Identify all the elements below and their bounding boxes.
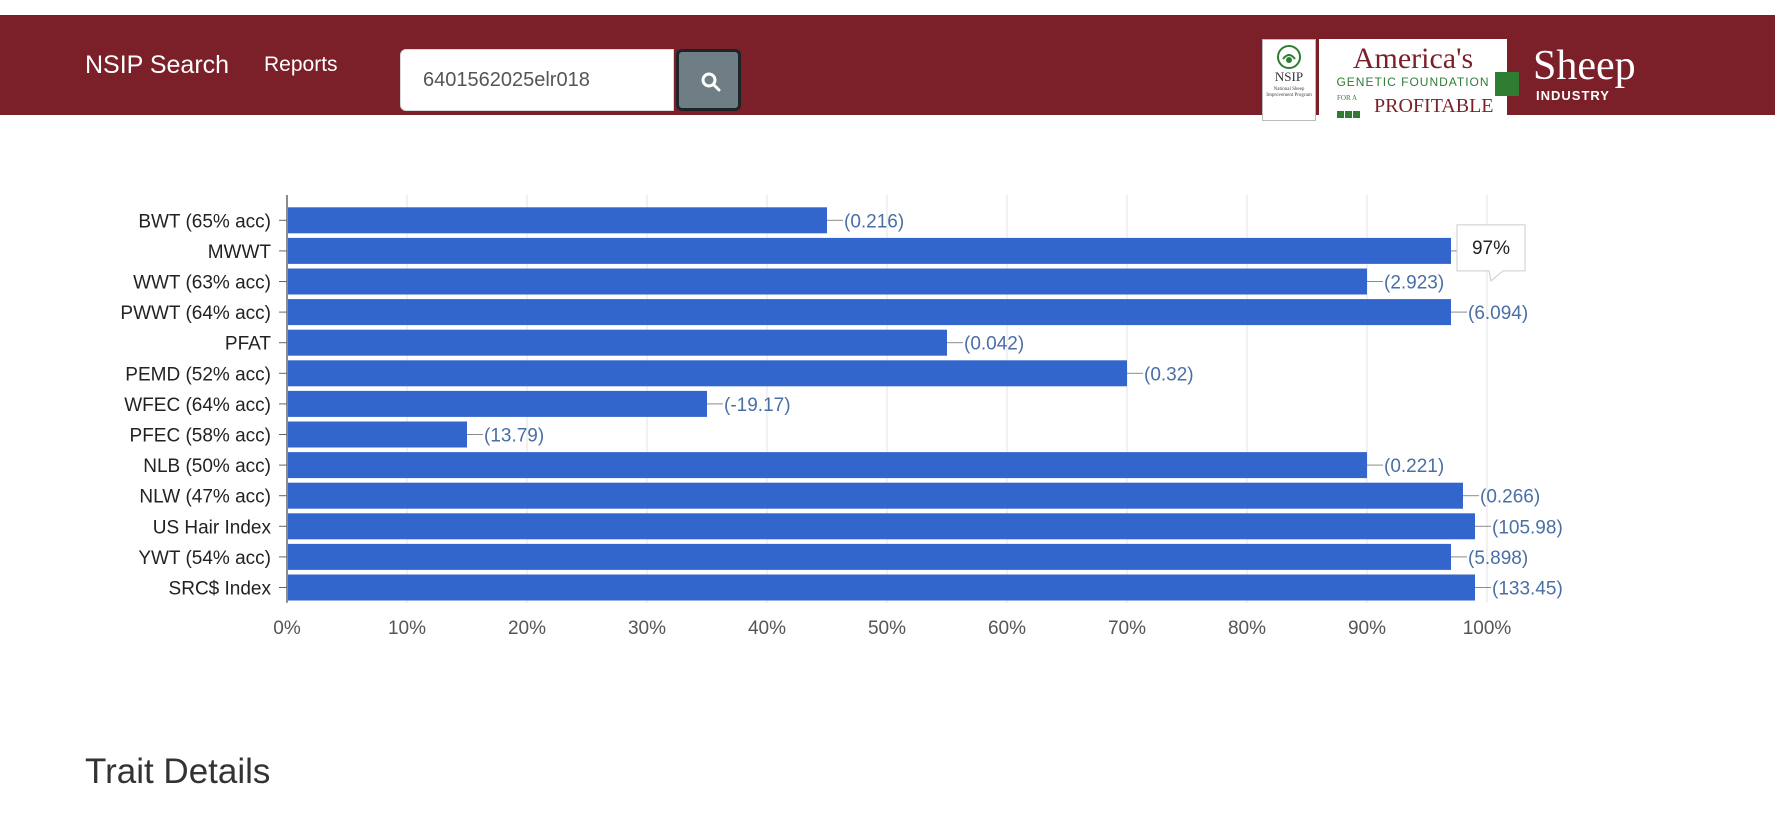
data-label: (0.221): [1384, 456, 1444, 477]
data-label: (133.45): [1492, 579, 1563, 600]
category-label: YWT (54% acc): [138, 548, 271, 569]
bar[interactable]: [288, 543, 1451, 570]
x-tick-label: 50%: [868, 618, 906, 639]
data-label: (105.98): [1492, 517, 1563, 538]
category-label: WFEC (64% acc): [124, 395, 271, 416]
tooltip-text: 97%: [1472, 238, 1510, 259]
green-square-icon: [1495, 72, 1519, 96]
bar[interactable]: [288, 390, 707, 417]
top-navbar: NSIP Search Reports NSIP National Sheep …: [0, 15, 1775, 123]
data-label: (5.898): [1468, 548, 1528, 569]
agf-squares-icon: [1337, 105, 1361, 123]
x-tick-label: 0%: [273, 618, 301, 639]
data-label: (0.266): [1480, 487, 1540, 508]
x-tick-label: 100%: [1463, 618, 1512, 639]
agf-logo-for-a: FOR A: [1337, 94, 1358, 102]
bar[interactable]: [288, 329, 947, 356]
category-label: PFEC (58% acc): [130, 426, 271, 447]
nsip-logo-title: NSIP: [1274, 69, 1304, 84]
data-label: (0.042): [964, 334, 1024, 355]
bar[interactable]: [288, 207, 827, 234]
bar[interactable]: [288, 421, 467, 448]
data-label: (0.32): [1144, 364, 1194, 385]
bar[interactable]: [288, 299, 1451, 326]
sheep-logo-subtitle: INDUSTRY: [1536, 88, 1610, 103]
x-tick-label: 20%: [508, 618, 546, 639]
nsip-logo-subtitle: National Sheep Improvement Program: [1266, 87, 1312, 98]
nsip-logo: NSIP National Sheep Improvement Program: [1262, 39, 1316, 121]
x-tick-label: 40%: [748, 618, 786, 639]
category-label: BWT (65% acc): [138, 211, 271, 232]
nsip-emblem-icon: [1277, 45, 1301, 69]
x-tick-label: 80%: [1228, 618, 1266, 639]
x-tick-label: 90%: [1348, 618, 1386, 639]
category-label: PWWT (64% acc): [120, 303, 271, 324]
bar[interactable]: [288, 574, 1475, 601]
bar[interactable]: [288, 268, 1367, 295]
data-label: (2.923): [1384, 273, 1444, 294]
trait-details-heading: Trait Details: [85, 752, 271, 791]
bar[interactable]: [288, 482, 1463, 509]
data-label: (0.216): [844, 211, 904, 232]
category-label: NLB (50% acc): [143, 456, 271, 477]
bar[interactable]: [288, 513, 1475, 540]
category-label: US Hair Index: [153, 517, 272, 538]
data-label: (-19.17): [724, 395, 791, 416]
bar[interactable]: [288, 360, 1127, 387]
search-button[interactable]: [676, 49, 741, 111]
category-label: NLW (47% acc): [139, 487, 271, 508]
x-tick-label: 30%: [628, 618, 666, 639]
category-label: SRC$ Index: [169, 579, 272, 600]
category-label: WWT (63% acc): [133, 273, 271, 294]
bar[interactable]: [288, 237, 1451, 264]
agf-logo-profitable: PROFITABLE: [1374, 95, 1494, 117]
x-tick-label: 70%: [1108, 618, 1146, 639]
x-tick-label: 60%: [988, 618, 1026, 639]
agf-logo-title: America's: [1352, 42, 1474, 75]
brand-link[interactable]: NSIP Search: [85, 51, 230, 79]
nav-reports-link[interactable]: Reports: [264, 53, 338, 76]
agf-logo-subtitle: GENETIC FOUNDATION: [1336, 75, 1490, 89]
search-input[interactable]: [400, 49, 674, 111]
hover-tooltip: 97%: [1456, 224, 1526, 282]
category-label: MWWT: [208, 242, 272, 263]
data-label: (6.094): [1468, 303, 1528, 324]
category-label: PFAT: [225, 334, 271, 355]
category-label: PEMD (52% acc): [125, 364, 271, 385]
genetic-foundation-logo: America's GENETIC FOUNDATION FOR A PROFI…: [1319, 39, 1507, 123]
bar[interactable]: [288, 452, 1367, 479]
sheep-logo-title: Sheep: [1533, 43, 1636, 89]
search-icon: [701, 72, 721, 92]
x-tick-label: 10%: [388, 618, 426, 639]
trait-percentile-chart: 0% 10% 20% 30% 40% 50% 60% 70% 80% 90% 100% BWT (65…: [120, 195, 1563, 639]
data-label: (13.79): [484, 426, 544, 447]
